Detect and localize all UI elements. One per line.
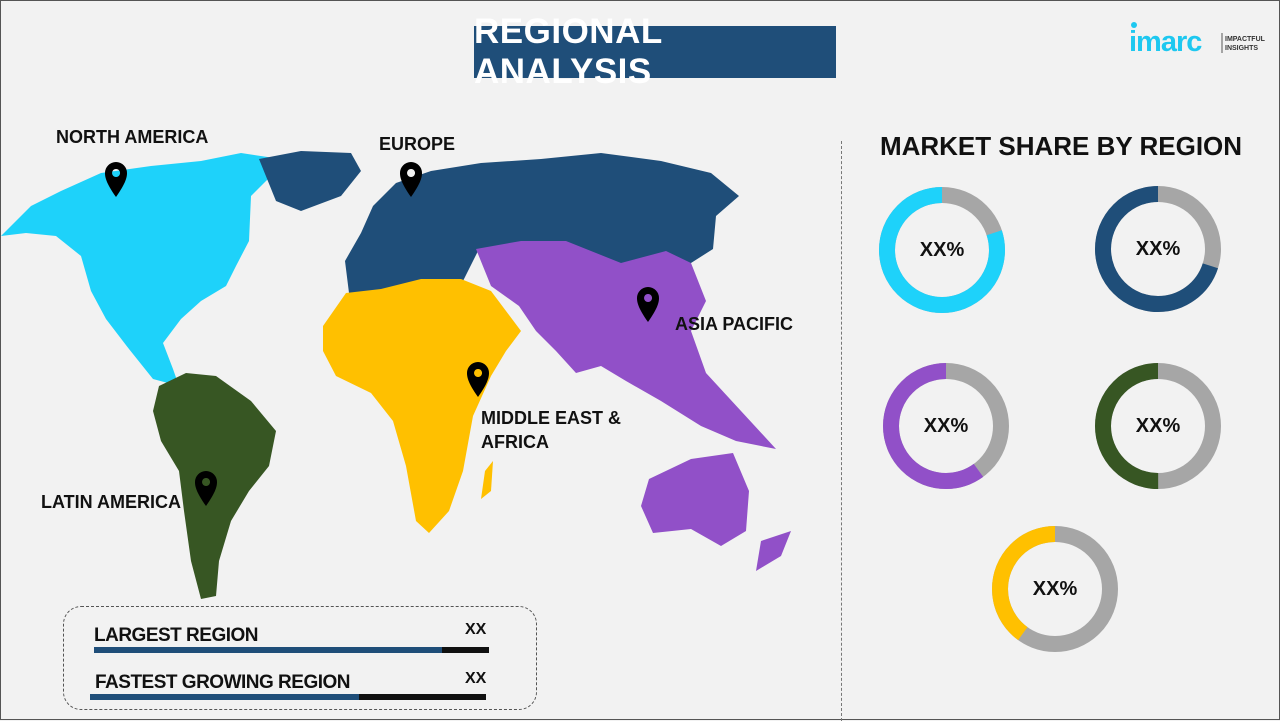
map-pin-icon <box>467 362 489 397</box>
largest-region-bar <box>94 647 489 653</box>
donut-share-arc <box>879 187 1005 313</box>
donut-label: XX% <box>1135 237 1181 260</box>
label-middle-east-africa: MIDDLE EAST & AFRICA <box>481 406 621 454</box>
map-pin-icon <box>195 471 217 506</box>
world-map <box>1 151 791 599</box>
svg-text:INSIGHTS: INSIGHTS <box>1225 45 1258 52</box>
label-europe: EUROPE <box>379 134 456 154</box>
donut-latin-america: XX% <box>1088 356 1228 496</box>
donut-label: XX% <box>919 238 965 261</box>
svg-text:imarc: imarc <box>1129 26 1202 58</box>
fastest-growing-region-bar <box>90 694 486 700</box>
map-pin-icon <box>105 162 127 197</box>
donut-label: XX% <box>1135 414 1181 437</box>
largest-region-value: XX <box>465 621 487 638</box>
donut-asia-pacific: XX% <box>876 356 1016 496</box>
donut-north-america: XX% <box>872 180 1012 320</box>
market-share-title: MARKET SHARE BY REGION <box>879 131 1243 161</box>
label-line: MIDDLE EAST & <box>481 408 622 428</box>
fastest-growing-region-value: XX <box>465 670 487 687</box>
bar-fill <box>90 694 360 700</box>
divider <box>841 141 842 721</box>
donut-share-arc <box>1095 186 1221 312</box>
donut-label: XX% <box>1032 577 1078 600</box>
donut-share-arc <box>1095 363 1221 489</box>
fastest-growing-region-label: FASTEST GROWING REGION <box>95 672 351 693</box>
donut-share-arc <box>992 526 1118 652</box>
region-asia-pacific <box>476 241 791 571</box>
map-pin-icon <box>400 162 422 197</box>
donut-share-arc <box>883 363 1009 489</box>
imarc-logo: imarc IMPACTFUL INSIGHTS <box>1129 22 1266 58</box>
bar-fill <box>94 647 442 653</box>
page-title: REGIONAL ANALYSIS <box>474 12 836 91</box>
donut-europe: XX% <box>1088 179 1228 319</box>
label-asia-pacific: ASIA PACIFIC <box>675 314 794 334</box>
region-north-america <box>1 153 281 386</box>
label-line: AFRICA <box>481 432 549 452</box>
region-africa <box>323 279 521 533</box>
map-pins <box>105 162 659 506</box>
donut-middle-east-africa: XX% <box>985 519 1125 659</box>
donut-label: XX% <box>923 414 969 437</box>
largest-region-label: LARGEST REGION <box>94 625 259 646</box>
label-latin-america: LATIN AMERICA <box>41 492 181 512</box>
summary-box <box>63 606 537 710</box>
map-pin-icon <box>637 287 659 322</box>
svg-text:IMPACTFUL: IMPACTFUL <box>1225 36 1266 43</box>
label-north-america: NORTH AMERICA <box>56 127 209 147</box>
